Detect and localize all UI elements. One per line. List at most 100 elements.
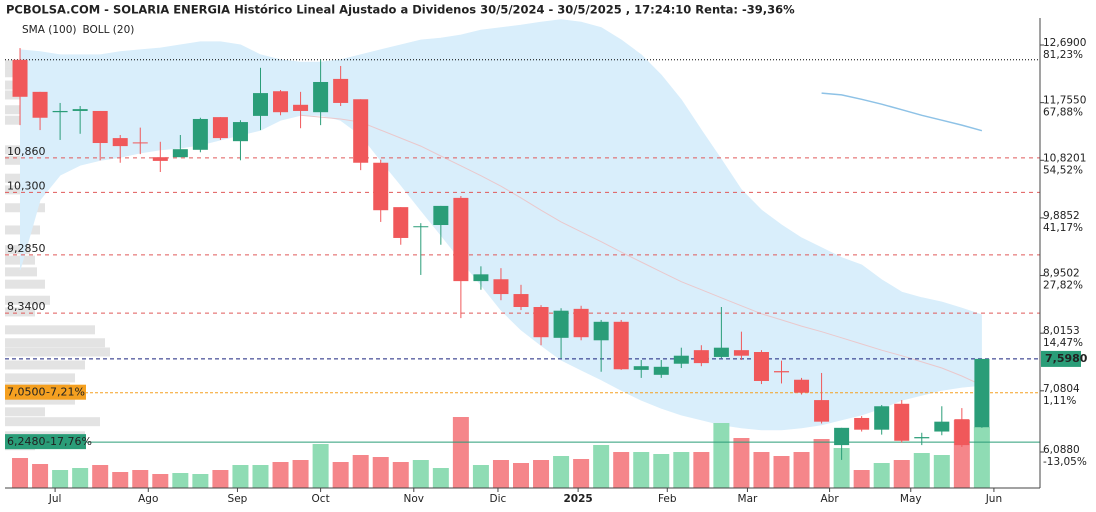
candle-body	[974, 358, 990, 428]
candle-body	[854, 417, 870, 430]
volume-bar	[172, 473, 189, 488]
volume-bar	[52, 470, 69, 488]
candle-body	[874, 406, 890, 430]
volume-bar	[252, 465, 269, 488]
x-tick-label: Dic	[490, 493, 507, 505]
band-middle	[300, 114, 983, 386]
level-box	[5, 434, 86, 450]
volume-bar	[673, 452, 690, 488]
candle-body	[533, 307, 549, 338]
y-tick-label: 8,9502	[1043, 268, 1080, 280]
candle-body	[313, 81, 329, 113]
y-tick-label: 11,7550	[1043, 95, 1086, 107]
volume-profile-bar	[5, 325, 95, 335]
volume-profile-bar	[5, 307, 35, 317]
volume-bar	[32, 464, 49, 488]
volume-bar	[352, 455, 369, 488]
x-tick-label: Nov	[404, 493, 425, 505]
volume-bar	[332, 462, 349, 488]
candle-body	[172, 149, 188, 158]
y-tick-change: 67,88%	[1043, 107, 1083, 119]
volume-profile-bar	[5, 245, 30, 255]
volume-profile-bar	[5, 145, 25, 155]
volume-bar	[472, 465, 489, 488]
candle-body	[293, 104, 309, 111]
y-tick-label: 8,0153	[1043, 325, 1080, 337]
volume-profile-bar	[5, 105, 21, 115]
volume-bar	[152, 474, 169, 488]
candle-body	[12, 59, 28, 97]
candle-body	[192, 118, 208, 150]
volume-bar	[392, 462, 409, 488]
y-tick-change: 14,47%	[1043, 337, 1083, 349]
volume-bar	[913, 453, 930, 488]
volume-bar	[753, 452, 770, 488]
x-tick-label: Jun	[985, 493, 1002, 505]
level-change: -17,76%	[46, 435, 92, 448]
y-tick-label: 6,0880	[1043, 444, 1080, 456]
volume-bar	[492, 460, 509, 488]
volume-profile-bar	[5, 68, 19, 78]
candle-body	[513, 294, 529, 308]
candle-body	[693, 350, 709, 364]
volume-bar	[92, 465, 109, 488]
candle-body	[333, 78, 349, 103]
level-box	[5, 384, 86, 400]
volume-bar	[452, 417, 469, 488]
volume-bar	[793, 452, 810, 488]
candle-body	[733, 350, 749, 356]
x-tick-label: Oct	[312, 493, 330, 505]
candle-body	[794, 379, 810, 393]
y-tick-change: 41,17%	[1043, 222, 1083, 234]
volume-bar	[12, 458, 29, 488]
candle-body	[653, 366, 669, 375]
candle-body	[232, 122, 248, 142]
level-label: 7,0500	[7, 386, 46, 399]
candle-body	[353, 99, 369, 163]
volume-bar	[893, 460, 910, 488]
volume-profile-bar	[5, 360, 85, 370]
volume-bar	[613, 452, 630, 488]
y-tick-change: 54,52%	[1043, 164, 1083, 176]
candle-body	[593, 321, 609, 341]
candle-body	[32, 91, 48, 118]
candle-body	[92, 110, 108, 144]
level-change: -7,21%	[46, 386, 85, 399]
volume-bar	[232, 465, 249, 488]
y-tick-change: -13,05%	[1043, 456, 1087, 468]
candle-body	[393, 207, 409, 238]
y-tick-change: 27,82%	[1043, 280, 1083, 292]
candle-body	[774, 371, 790, 373]
level-label: 7,5980	[1045, 352, 1088, 365]
level-label: 10,860	[7, 145, 46, 158]
candle-body	[673, 355, 689, 364]
candle-body	[493, 279, 509, 295]
x-tick-label: Ago	[138, 493, 158, 505]
candle-body	[814, 400, 830, 422]
y-tick-label: 7,0804	[1043, 383, 1080, 395]
volume-bar	[272, 462, 289, 488]
volume-bar	[512, 463, 529, 488]
candle-body	[273, 91, 289, 113]
candle-body	[553, 310, 569, 338]
volume-profile-bar	[5, 295, 50, 305]
volume-bar	[573, 459, 590, 488]
volume-bar	[693, 452, 710, 488]
volume-profile-bar	[5, 373, 75, 383]
volume-bar	[72, 468, 89, 488]
candle-body	[573, 308, 589, 338]
y-tick-label: 12,6900	[1043, 37, 1086, 49]
volume-profile-bar	[5, 395, 75, 405]
volume-profile-bar	[5, 279, 45, 289]
candle-body	[633, 366, 649, 370]
candle-body	[72, 109, 88, 111]
volume-bar	[653, 454, 670, 488]
chart-title: PCBOLSA.COM - SOLARIA ENERGIA Histórico …	[6, 3, 795, 17]
candle-body	[713, 347, 729, 357]
x-tick-label: Sep	[228, 493, 248, 505]
candle-body	[753, 352, 769, 381]
level-label: 6,2480	[7, 435, 46, 448]
x-tick-label: May	[900, 493, 922, 505]
band-upper	[19, 19, 983, 316]
volume-profile-bar	[5, 267, 37, 277]
